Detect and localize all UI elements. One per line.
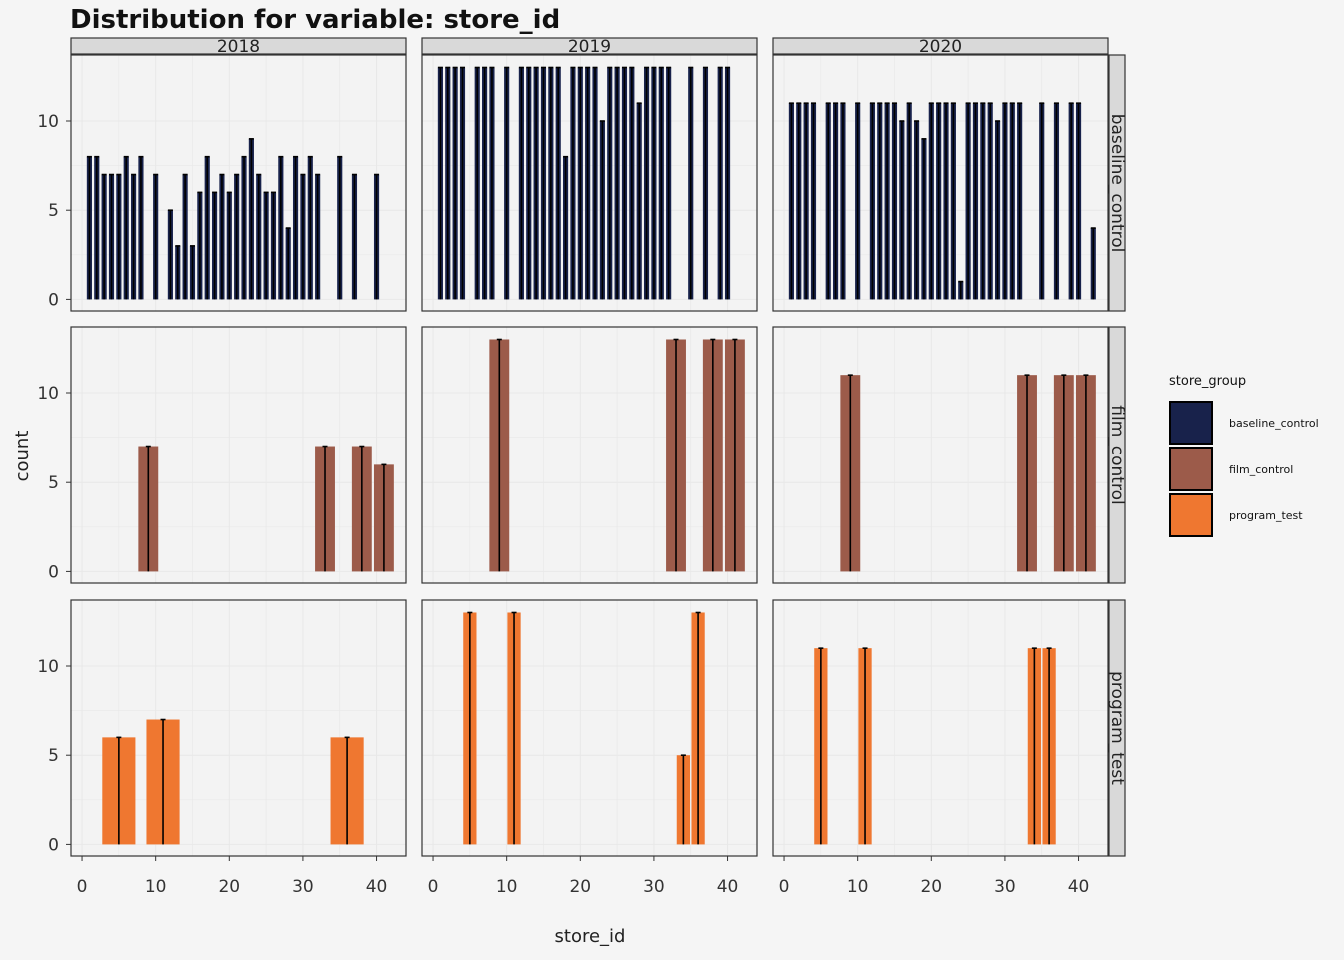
strip-2018 [70,37,407,55]
panel-2020-film_control: film_control [772,326,1127,584]
y-tick-label: 0 [48,290,59,310]
strip-label-film_control: film_control [1107,405,1127,504]
x-tick-label: 20 [569,877,591,897]
strip-label-program_test: program_test [1107,671,1127,785]
y-tick-label: 0 [48,562,59,582]
strip-film_control [1108,326,1126,584]
panel-border [70,326,407,584]
legend-swatch-program_test [1169,493,1213,537]
legend: store_group baseline_control film_control… [1169,374,1319,537]
y-tick-label: 10 [37,657,59,677]
strip-label-baseline_control: baseline_control [1107,114,1127,253]
x-tick-label: 20 [218,877,240,897]
x-tick-label: 40 [717,877,739,897]
strip-label-2018: 2018 [217,37,260,57]
panel-border [772,326,1109,584]
legend-label-baseline_control: baseline_control [1229,417,1319,430]
panel-2020-program_test: program_test 0 10 20 30 40 [772,599,1127,897]
x-tick-label: 30 [643,877,665,897]
panel-2019-baseline_control: 2019 [421,37,758,312]
panel-2018-program_test: 0 5 10 0 10 20 30 40 [37,599,407,897]
x-tick-label: 0 [779,877,790,897]
strip-program_test [1108,599,1126,857]
panel-border [421,326,758,584]
x-tick-label: 40 [366,877,388,897]
x-axis-title: store_id [555,926,626,947]
y-tick-label: 10 [37,384,59,404]
y-axis-title: count [12,431,33,482]
panel-border [70,54,407,312]
panel-2018-film_control: 0 5 10 [37,326,407,584]
x-tick-label: 40 [1068,877,1090,897]
legend-swatch-baseline_control [1169,401,1213,445]
strip-label-2019: 2019 [568,37,611,57]
panel-border [421,599,758,857]
strip-label-2020: 2020 [919,37,962,57]
y-tick-label: 5 [48,201,59,221]
panel-border [772,54,1109,312]
x-tick-label: 0 [77,877,88,897]
legend-swatch-film_control [1169,447,1213,491]
x-tick-label: 30 [292,877,314,897]
strip-2020 [772,37,1109,55]
panel-2019-program_test: 0 10 20 30 40 [421,599,758,897]
legend-label-program_test: program_test [1229,509,1303,522]
legend-title: store_group [1169,374,1246,389]
panel-2020-baseline_control: 2020 baseline_control [772,37,1127,312]
panel-border [70,599,407,857]
panel-border [421,54,758,312]
y-tick-label: 5 [48,746,59,766]
strip-baseline_control [1108,54,1126,312]
y-tick-label: 0 [48,835,59,855]
y-tick-label: 10 [37,112,59,132]
strip-2019 [421,37,758,55]
panel-background [422,327,757,583]
legend-label-film_control: film_control [1229,463,1293,476]
x-tick-label: 10 [145,877,167,897]
chart-title: Distribution for variable: store_id [70,5,560,35]
x-tick-label: 10 [847,877,869,897]
y-tick-label: 5 [48,473,59,493]
x-tick-label: 30 [994,877,1016,897]
panel-2019-film_control [421,326,758,584]
x-tick-label: 10 [496,877,518,897]
x-tick-label: 20 [920,877,942,897]
panel-background [71,327,406,583]
panel-background [773,327,1108,583]
panel-2018-baseline_control: 2018 0 5 10 [37,37,407,312]
panel-border [772,599,1109,857]
x-tick-label: 0 [428,877,439,897]
